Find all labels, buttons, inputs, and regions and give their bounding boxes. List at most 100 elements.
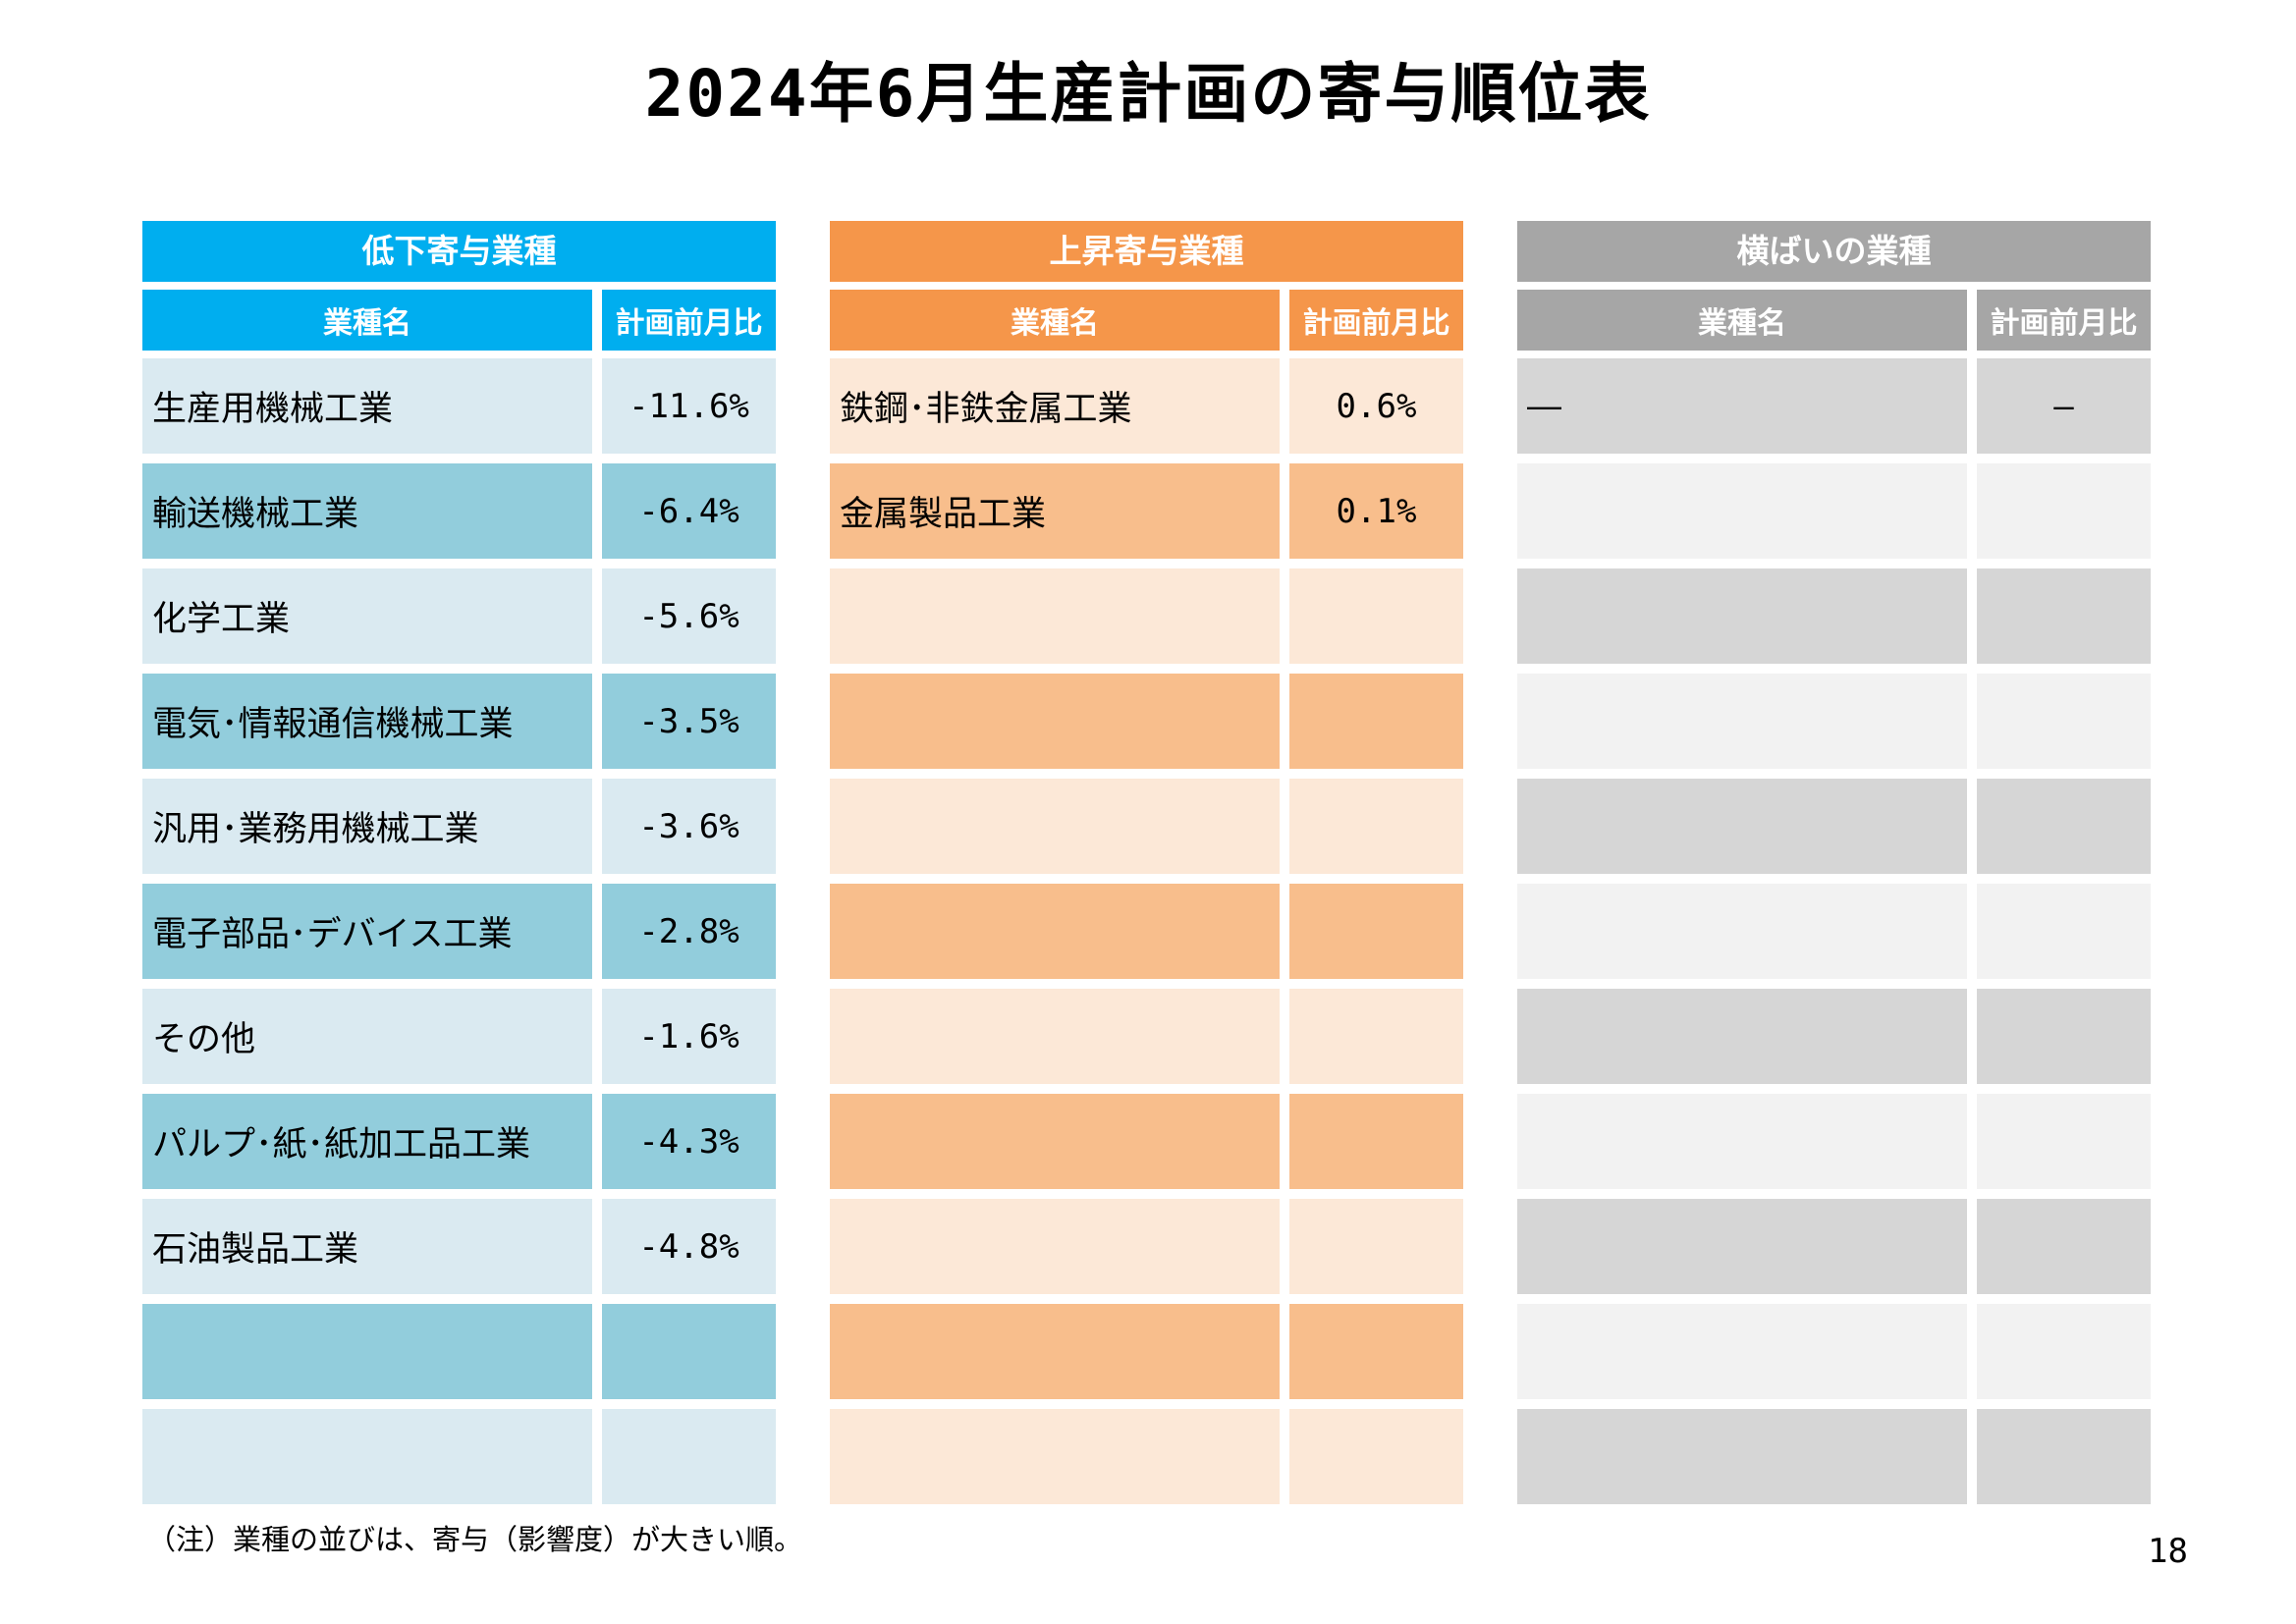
table-row [830, 568, 1463, 664]
industry-name-cell: 輸送機械工業 [142, 463, 592, 559]
ranking-tables: 低下寄与業種 業種名 計画前月比 生産用機械工業 -11.6% 輸送機械工業 -6.4% 化学… [142, 221, 2151, 1514]
table-flat: 横ばいの業種 業種名 計画前月比 — — [1517, 221, 2151, 1514]
industry-name-cell: 化学工業 [142, 568, 592, 664]
value-cell [1289, 568, 1463, 664]
table-decline: 低下寄与業種 業種名 計画前月比生産用機械工業 -11.6% 輸送機械工業 -6.4% 化学… [142, 221, 776, 1514]
table-row [142, 1304, 776, 1399]
industry-name-cell [830, 1199, 1280, 1294]
industry-name-cell [830, 779, 1280, 874]
industry-name-cell [830, 1304, 1280, 1399]
page-title: 2024年6月生産計画の寄与順位表 [644, 56, 1652, 132]
industry-name-cell [1517, 674, 1967, 769]
value-cell [602, 1409, 776, 1504]
table-row: パルプ･紙･紙加工品工業 -4.3% [142, 1094, 776, 1189]
footnote: （注）業種の並びは、寄与（影響度）が大きい順。 [147, 1523, 803, 1556]
value-cell [1289, 989, 1463, 1084]
table-header: 低下寄与業種 [142, 221, 776, 282]
table-row [1517, 674, 2151, 769]
value-cell [1977, 1409, 2151, 1504]
table-row: 鉄鋼･非鉄金属工業 0.6% [830, 358, 1463, 454]
column-header-value: 計画前月比 [1289, 290, 1463, 351]
industry-name-cell [830, 989, 1280, 1084]
table-row: 化学工業 -5.6% [142, 568, 776, 664]
industry-name-cell: その他 [142, 989, 592, 1084]
value-cell [1977, 674, 2151, 769]
value-cell [1977, 989, 2151, 1084]
table-rise: 上昇寄与業種 業種名 計画前月比 鉄鋼･非鉄金属工業 0.6% 金属製品工業 0.1% [830, 221, 1463, 1514]
table-row [1517, 568, 2151, 664]
industry-name-cell: — [1517, 358, 1967, 454]
value-cell [1977, 884, 2151, 979]
value-cell [1289, 1409, 1463, 1504]
value-cell [1289, 1304, 1463, 1399]
table-row: 金属製品工業 0.1% [830, 463, 1463, 559]
industry-name-cell [830, 674, 1280, 769]
table-header: 横ばいの業種 [1517, 221, 2151, 282]
industry-name-cell [830, 568, 1280, 664]
table-row [1517, 1409, 2151, 1504]
value-cell [1977, 779, 2151, 874]
industry-name-cell [1517, 989, 1967, 1084]
table-row: — — [1517, 358, 2151, 454]
industry-name-cell [1517, 1094, 1967, 1189]
table-row [830, 779, 1463, 874]
table-row [142, 1409, 776, 1504]
industry-name-cell: 鉄鋼･非鉄金属工業 [830, 358, 1280, 454]
column-header-value: 計画前月比 [1977, 290, 2151, 351]
table-row [1517, 463, 2151, 559]
column-headers: 業種名 計画前月比 [1517, 290, 2151, 351]
industry-name-cell [1517, 463, 1967, 559]
table-row [830, 674, 1463, 769]
industry-name-cell [1517, 1409, 1967, 1504]
value-cell [1289, 1094, 1463, 1189]
industry-name-cell [1517, 884, 1967, 979]
industry-name-cell: 電子部品･デバイス工業 [142, 884, 592, 979]
industry-name-cell: 生産用機械工業 [142, 358, 592, 454]
table-row [1517, 1304, 2151, 1399]
column-header-name: 業種名 [1517, 290, 1967, 351]
column-header-value: 計画前月比 [602, 290, 776, 351]
value-cell [1977, 1199, 2151, 1294]
industry-name-cell: 金属製品工業 [830, 463, 1280, 559]
table-row [830, 989, 1463, 1084]
industry-name-cell [830, 884, 1280, 979]
table-row [1517, 989, 2151, 1084]
table-row [830, 1094, 1463, 1189]
value-cell: -3.6% [602, 779, 776, 874]
value-cell [1289, 1199, 1463, 1294]
table-row [1517, 884, 2151, 979]
industry-name-cell: 石油製品工業 [142, 1199, 592, 1294]
column-headers: 業種名 計画前月比 [142, 290, 776, 351]
value-cell: -1.6% [602, 989, 776, 1084]
industry-name-cell [1517, 779, 1967, 874]
value-cell [1977, 568, 2151, 664]
industry-name-cell [830, 1094, 1280, 1189]
table-row [1517, 1199, 2151, 1294]
value-cell [1289, 779, 1463, 874]
industry-name-cell [1517, 1304, 1967, 1399]
table-row: 石油製品工業 -4.8% [142, 1199, 776, 1294]
value-cell: 0.6% [1289, 358, 1463, 454]
table-row [830, 1199, 1463, 1294]
column-header-name: 業種名 [142, 290, 592, 351]
value-cell: -3.5% [602, 674, 776, 769]
table-row: 生産用機械工業 -11.6% [142, 358, 776, 454]
value-cell: 0.1% [1289, 463, 1463, 559]
industry-name-cell [830, 1409, 1280, 1504]
industry-name-cell: 汎用･業務用機械工業 [142, 779, 592, 874]
value-cell [1977, 1304, 2151, 1399]
value-cell [1289, 884, 1463, 979]
industry-name-cell: 電気･情報通信機械工業 [142, 674, 592, 769]
table-row: 輸送機械工業 -6.4% [142, 463, 776, 559]
table-header: 上昇寄与業種 [830, 221, 1463, 282]
industry-name-cell [1517, 1199, 1967, 1294]
industry-name-cell: パルプ･紙･紙加工品工業 [142, 1094, 592, 1189]
industry-name-cell [142, 1304, 592, 1399]
value-cell [1977, 463, 2151, 559]
value-cell [602, 1304, 776, 1399]
value-cell: — [1977, 358, 2151, 454]
industry-name-cell [1517, 568, 1967, 664]
page-number: 18 [2148, 1532, 2188, 1571]
table-row [1517, 1094, 2151, 1189]
value-cell [1289, 674, 1463, 769]
